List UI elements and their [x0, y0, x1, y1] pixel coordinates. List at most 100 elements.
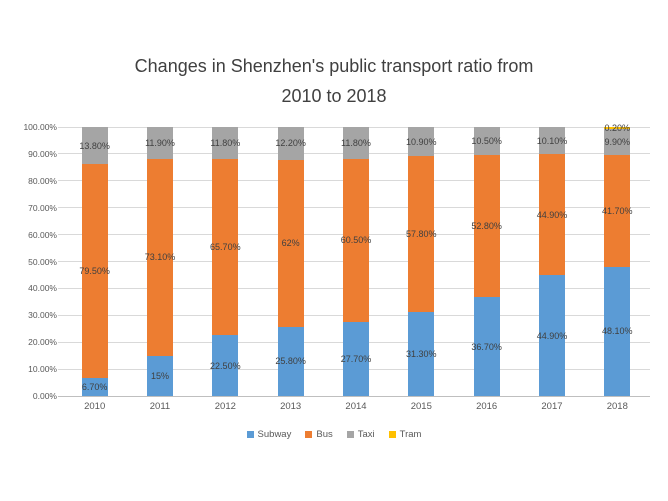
bar-segment-bus-2011: 73.10% — [144, 159, 176, 356]
bar-segment-taxi-2018: 9.90% — [604, 128, 631, 156]
x-axis-label-2013: 2013 — [280, 401, 302, 412]
x-axis-label-2014: 2014 — [345, 401, 367, 412]
data-label-tram-2018: 0.20% — [604, 122, 631, 133]
data-label-taxi-2013: 12.20% — [275, 138, 306, 149]
bar-segment-tram-2018: 0.20% — [604, 123, 631, 133]
bar-segment-taxi-2012: 11.80% — [210, 127, 241, 159]
bar-segment-bus-2012: 65.70% — [210, 158, 241, 336]
data-label-bus-2014: 60.50% — [340, 235, 372, 246]
legend-swatch-taxi — [346, 431, 354, 438]
bar-segment-taxi-2011: 11.90% — [145, 127, 175, 160]
data-label-bus-2016: 52.80% — [471, 221, 502, 232]
data-label-subway-2014: 27.70% — [340, 353, 372, 364]
y-tick-label: 10.00% — [28, 364, 57, 375]
bar-segment-subway-2017: 44.90% — [537, 275, 567, 396]
gridline — [58, 126, 650, 128]
bar-segment-bus-2014: 60.50% — [340, 158, 372, 322]
y-tick-label: 90.00% — [28, 148, 57, 159]
x-axis-label-2017: 2017 — [541, 401, 563, 412]
chart-title: Changes in Shenzhen's public transport r… — [0, 51, 668, 111]
bar-segment-bus-2016: 52.80% — [471, 155, 502, 298]
data-label-subway-2010: 6.70% — [81, 381, 108, 392]
category-column-2017: 44.90% 44.90% 10.10% — [519, 127, 584, 396]
legend-item-taxi: Taxi — [346, 429, 375, 440]
bar-segment-subway-2010: 6.70% — [81, 377, 108, 396]
bar-segment-taxi-2013: 12.20% — [275, 127, 306, 160]
data-label-taxi-2012: 11.80% — [210, 137, 241, 148]
y-tick-label: 70.00% — [28, 202, 57, 213]
legend-swatch-subway — [246, 431, 254, 438]
legend-item-subway: Subway — [246, 429, 292, 440]
category-column-2010: 6.70% 79.50% 13.80% — [62, 127, 127, 396]
y-tick-label: 40.00% — [28, 283, 57, 294]
bar-segment-bus-2010: 79.50% — [79, 164, 110, 378]
bar-columns: 6.70% 79.50% 13.80% 15% 73.10% 11.90% 22.50% 65… — [62, 123, 650, 396]
data-label-taxi-2015: 10.90% — [406, 136, 437, 147]
stacked-bar-2012: 22.50% 65.70% 11.80% — [210, 127, 241, 396]
bar-segment-taxi-2010: 13.80% — [79, 127, 110, 165]
stacked-bar-2010: 6.70% 79.50% 13.80% — [79, 127, 110, 396]
data-label-taxi-2017: 10.10% — [536, 135, 568, 146]
chart-title-line-1: Changes in Shenzhen's public transport r… — [134, 56, 534, 76]
bar-segment-subway-2011: 15% — [146, 355, 173, 396]
x-axis-label-2011: 2011 — [149, 401, 171, 412]
y-tick-label: 80.00% — [28, 175, 57, 186]
legend-item-bus: Bus — [305, 429, 333, 440]
bar-segment-subway-2016: 36.70% — [471, 297, 502, 396]
category-column-2011: 15% 73.10% 11.90% — [127, 127, 192, 396]
data-label-bus-2015: 57.80% — [406, 229, 437, 240]
x-axis: 2010 2011 2012 2013 2014 2015 2016 2017 2018 — [62, 401, 650, 412]
legend-label-taxi: Taxi — [357, 429, 375, 440]
legend-swatch-tram — [388, 431, 396, 438]
bar-segment-taxi-2017: 10.10% — [536, 127, 568, 155]
data-label-taxi-2016: 10.50% — [471, 136, 502, 147]
bar-segment-bus-2017: 44.90% — [536, 154, 568, 276]
data-label-taxi-2018: 9.90% — [604, 136, 631, 147]
stacked-bar-2013: 25.80% 62% 12.20% — [275, 127, 306, 396]
data-label-bus-2013: 62% — [281, 238, 300, 249]
y-axis: 100.00% 90.00% 80.00% 70.00% 60.00% 50.00% 40.… — [0, 122, 57, 401]
data-label-subway-2018: 48.10% — [602, 326, 633, 337]
data-label-bus-2017: 44.90% — [536, 209, 568, 220]
x-axis-label-2010: 2010 — [84, 401, 106, 412]
y-tick-label: 100.00% — [23, 122, 57, 132]
x-axis-label-2015: 2015 — [410, 401, 432, 412]
bar-segment-taxi-2016: 10.50% — [471, 127, 502, 156]
legend-swatch-bus — [305, 431, 313, 438]
y-tick-label: 0.00% — [32, 391, 57, 401]
data-label-bus-2010: 79.50% — [79, 266, 110, 277]
stacked-bar-2011: 15% 73.10% 11.90% — [144, 127, 176, 396]
stacked-bar-2017: 44.90% 44.90% 10.10% — [536, 127, 568, 396]
x-axis-label-2018: 2018 — [606, 401, 628, 412]
bar-segment-taxi-2014: 11.80% — [341, 127, 371, 159]
y-tick-label: 60.00% — [28, 229, 57, 240]
data-label-bus-2018: 41.70% — [602, 206, 633, 216]
bar-segment-taxi-2015: 10.90% — [406, 127, 437, 157]
data-label-subway-2015: 31.30% — [406, 348, 437, 359]
legend-label-bus: Bus — [316, 429, 333, 440]
legend: Subway Bus Taxi Tram — [0, 429, 668, 440]
bar-segment-subway-2013: 25.80% — [275, 326, 306, 396]
stacked-bar-2015: 31.30% 57.80% 10.90% — [406, 127, 437, 396]
bar-segment-subway-2015: 31.30% — [406, 311, 437, 396]
plot-area: 6.70% 79.50% 13.80% 15% 73.10% 11.90% 22.50% 65… — [58, 123, 650, 397]
data-label-bus-2011: 73.10% — [144, 252, 176, 263]
bar-segment-bus-2015: 57.80% — [406, 156, 437, 312]
data-label-subway-2012: 22.50% — [210, 360, 241, 371]
data-label-taxi-2014: 11.80% — [341, 137, 371, 148]
x-axis-label-2012: 2012 — [214, 401, 236, 412]
bar-segment-subway-2014: 27.70% — [340, 321, 372, 396]
data-label-subway-2011: 15% — [150, 370, 169, 381]
data-label-taxi-2011: 11.90% — [145, 138, 175, 149]
category-column-2013: 25.80% 62% 12.20% — [258, 127, 323, 396]
legend-label-subway: Subway — [257, 429, 292, 440]
stacked-bar-2014: 27.70% 60.50% 11.80% — [340, 127, 372, 396]
data-label-bus-2012: 65.70% — [210, 242, 241, 253]
stacked-bar-2018: 48.10% 41.70% 9.90% 0.20% — [602, 123, 633, 396]
data-label-taxi-2010: 13.80% — [79, 140, 110, 151]
legend-label-tram: Tram — [399, 429, 422, 440]
x-axis-label-2016: 2016 — [476, 401, 498, 412]
data-label-subway-2013: 25.80% — [275, 356, 306, 367]
data-label-subway-2016: 36.70% — [471, 341, 502, 352]
category-column-2015: 31.30% 57.80% 10.90% — [389, 127, 454, 396]
